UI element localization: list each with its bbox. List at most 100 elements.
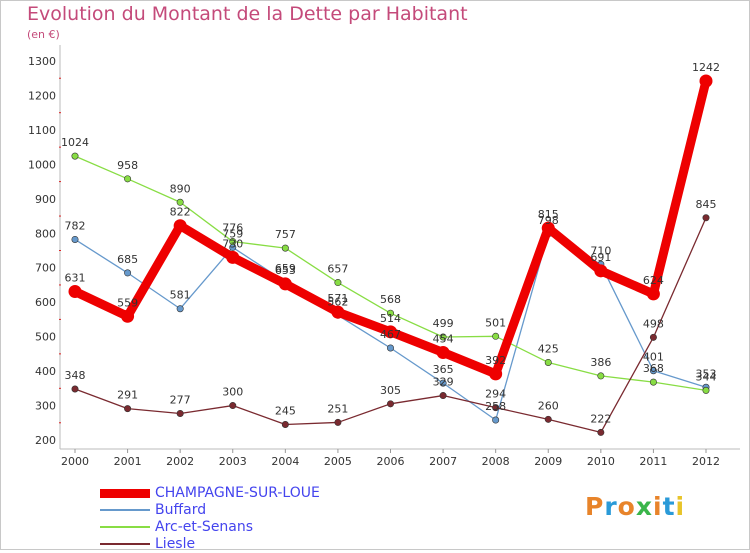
data-point <box>436 345 450 359</box>
data-label: 685 <box>117 253 138 266</box>
y-tick-label: 800 <box>35 227 56 240</box>
data-point <box>331 305 345 319</box>
data-label: 294 <box>485 388 506 401</box>
data-label: 365 <box>433 363 454 376</box>
data-label: 344 <box>696 370 717 383</box>
data-label: 277 <box>170 393 191 406</box>
data-point <box>71 385 79 393</box>
data-label: 353 <box>696 367 717 380</box>
data-label: 730 <box>222 237 243 250</box>
x-tick-label: 2011 <box>639 455 667 468</box>
data-label: 386 <box>590 356 611 369</box>
line-chart: 200 300 400 500 600 700 800 900 1000 1100 1200 1300… <box>28 45 740 468</box>
x-tick-label: 2009 <box>534 455 562 468</box>
data-label: 258 <box>485 400 506 413</box>
data-point <box>226 250 240 264</box>
data-label: 305 <box>380 384 401 397</box>
data-point <box>229 402 237 410</box>
data-point <box>124 175 132 183</box>
data-label: 562 <box>327 295 348 308</box>
data-point <box>71 152 79 160</box>
data-point <box>699 74 713 88</box>
y-tick-label: 300 <box>35 400 56 413</box>
data-label: 251 <box>327 402 348 415</box>
data-label: 757 <box>275 228 296 241</box>
data-point <box>649 378 657 386</box>
data-point <box>71 235 79 243</box>
data-point <box>281 420 289 428</box>
data-label: 499 <box>433 317 454 330</box>
data-label: 329 <box>433 376 454 389</box>
data-label: 467 <box>380 328 401 341</box>
data-label: 776 <box>222 222 243 235</box>
data-point <box>649 333 657 341</box>
x-tick-label: 2010 <box>587 455 615 468</box>
data-point <box>702 386 710 394</box>
y-tick-label: 400 <box>35 365 56 378</box>
data-point <box>173 219 187 233</box>
data-label: 501 <box>485 316 506 329</box>
data-point <box>439 392 447 400</box>
data-label: 425 <box>538 342 559 355</box>
data-point <box>229 238 237 246</box>
legend-label: CHAMPAGNE-SUR-LOUE <box>155 485 320 501</box>
data-label: 291 <box>117 389 138 402</box>
data-label: 759 <box>222 227 243 240</box>
data-label: 260 <box>538 399 559 412</box>
data-point <box>702 214 710 222</box>
data-point <box>492 416 500 424</box>
chart-title: Evolution du Montant de la Dette par Hab… <box>27 3 468 25</box>
data-point <box>124 269 132 277</box>
data-label: 392 <box>485 354 506 367</box>
y-tick-label: 1300 <box>28 55 56 68</box>
data-label: 1024 <box>61 136 89 149</box>
data-label: 710 <box>590 244 611 257</box>
data-label: 401 <box>643 351 664 364</box>
y-tick-label: 200 <box>35 434 56 447</box>
data-point <box>544 415 552 423</box>
data-label: 659 <box>275 262 296 275</box>
x-tick-label: 2002 <box>166 455 194 468</box>
logo-letter: i <box>675 492 686 521</box>
logo-letter: i <box>653 492 663 521</box>
legend-swatch <box>100 543 150 545</box>
data-label: 514 <box>380 312 401 325</box>
data-point <box>594 264 608 278</box>
logo-letter: r <box>604 492 618 521</box>
data-label: 691 <box>590 251 611 264</box>
x-tick-label: 2012 <box>692 455 720 468</box>
data-point <box>492 404 500 412</box>
legend-label: Buffard <box>155 502 207 518</box>
y-tick-label: 500 <box>35 331 56 344</box>
x-tick-label: 2000 <box>61 455 89 468</box>
data-label: 559 <box>117 296 138 309</box>
data-point <box>176 409 184 417</box>
data-point <box>278 277 292 291</box>
legend-label: Liesle <box>155 536 196 552</box>
data-label: 568 <box>380 293 401 306</box>
legend-label: Arc-et-Senans <box>155 519 254 535</box>
data-point <box>384 325 397 339</box>
data-label: 498 <box>643 317 664 330</box>
data-label: 348 <box>65 369 86 382</box>
data-point <box>176 305 184 313</box>
y-tick-label: 1200 <box>28 89 56 102</box>
data-point <box>176 198 184 206</box>
legend-swatch <box>100 526 150 528</box>
data-label: 454 <box>433 332 454 345</box>
y-tick-label: 900 <box>35 193 56 206</box>
data-label: 368 <box>643 362 664 375</box>
data-label: 245 <box>275 404 296 417</box>
data-label: 631 <box>65 272 86 285</box>
x-tick-label: 2001 <box>114 455 142 468</box>
data-point <box>281 244 289 252</box>
data-label: 571 <box>327 292 348 305</box>
data-label: 624 <box>643 274 664 287</box>
x-tick-label: 2008 <box>482 455 510 468</box>
data-label: 653 <box>275 264 296 277</box>
data-point <box>649 367 657 375</box>
x-tick-label: 2005 <box>324 455 352 468</box>
data-point <box>646 287 660 301</box>
x-tick-label: 2007 <box>429 455 457 468</box>
data-point <box>386 400 394 408</box>
